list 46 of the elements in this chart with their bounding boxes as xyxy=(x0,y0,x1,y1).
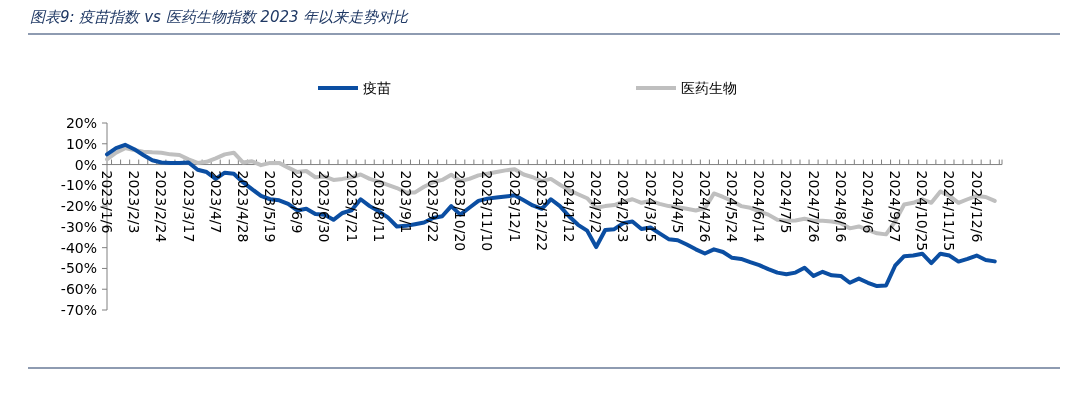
x-tick-label: 2024/2/2 xyxy=(588,170,605,234)
chart-title: 图表9: 疫苗指数 vs 医药生物指数 2023 年以来走势对比 xyxy=(30,8,410,26)
x-tick-label: 2024/6/14 xyxy=(751,170,768,243)
x-tick-label: 2024/1/12 xyxy=(560,170,577,243)
x-tick-label: 2023/9/1 xyxy=(397,170,414,234)
x-tick-label: 2023/1/6 xyxy=(99,170,115,234)
legend-label: 疫苗 xyxy=(363,80,391,96)
x-tick-label: 2023/5/19 xyxy=(262,170,279,243)
x-tick-label: 2023/6/30 xyxy=(316,170,333,243)
x-tick-label: 2023/12/1 xyxy=(506,170,523,243)
x-tick-label: 2024/9/27 xyxy=(887,170,904,243)
x-tick-label: 2024/5/24 xyxy=(724,170,741,243)
x-tick-label: 2023/3/17 xyxy=(180,170,197,243)
x-tick-label: 2023/2/3 xyxy=(126,170,143,234)
y-tick-label: -20% xyxy=(60,198,97,215)
x-tick-label: 2023/8/11 xyxy=(370,170,387,243)
x-tick-label: 2023/12/22 xyxy=(533,170,550,252)
x-tick-label: 2023/4/28 xyxy=(234,170,251,243)
y-tick-label: -60% xyxy=(60,281,97,298)
x-tick-label: 2023/6/9 xyxy=(289,170,306,234)
x-tick-label: 2024/12/6 xyxy=(968,170,985,243)
y-tick-label: -70% xyxy=(60,302,97,318)
x-tick-label: 2024/2/23 xyxy=(615,170,632,243)
x-tick-label: 2024/4/5 xyxy=(669,170,686,234)
x-tick-label: 2024/7/5 xyxy=(778,170,795,234)
x-tick-label: 2024/8/16 xyxy=(832,170,849,243)
x-tick-label: 2023/9/22 xyxy=(425,170,442,243)
x-tick-label: 2024/10/25 xyxy=(914,170,931,252)
x-tick-label: 2023/10/20 xyxy=(452,170,469,252)
y-tick-label: 0% xyxy=(74,156,97,173)
x-tick-label: 2024/7/26 xyxy=(805,170,822,243)
x-tick-label: 2023/7/21 xyxy=(343,170,360,243)
y-tick-label: 20% xyxy=(65,115,97,131)
x-tick-label: 2024/3/15 xyxy=(642,170,659,243)
x-tick-label: 2024/4/26 xyxy=(696,170,713,243)
y-tick-label: 10% xyxy=(65,135,97,152)
y-tick-label: -30% xyxy=(60,218,97,235)
y-tick-label: -10% xyxy=(60,177,97,194)
y-tick-label: -50% xyxy=(60,260,97,277)
legend-label: 医药生物 xyxy=(681,80,737,96)
x-tick-label: 2023/11/10 xyxy=(479,170,496,252)
x-tick-label: 2023/2/24 xyxy=(153,170,170,243)
x-tick-label: 2024/9/6 xyxy=(859,170,876,234)
x-tick-label: 2023/4/7 xyxy=(207,170,224,234)
x-tick-label: 2024/11/15 xyxy=(941,170,958,252)
y-tick-label: -40% xyxy=(60,239,97,256)
